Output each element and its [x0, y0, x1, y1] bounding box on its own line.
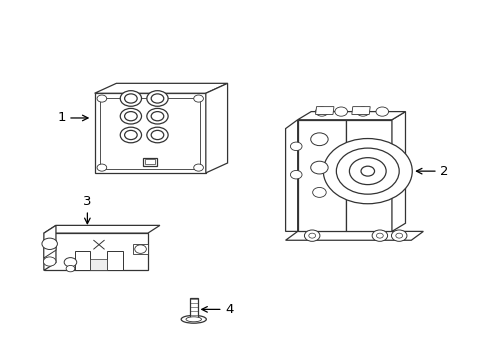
Circle shape: [334, 107, 347, 116]
Polygon shape: [346, 120, 391, 231]
Circle shape: [193, 95, 203, 102]
Text: 4: 4: [224, 303, 233, 316]
Ellipse shape: [185, 317, 201, 322]
Circle shape: [371, 230, 387, 241]
Circle shape: [124, 130, 137, 140]
Circle shape: [356, 107, 368, 116]
Circle shape: [336, 148, 398, 194]
Circle shape: [151, 130, 163, 140]
Circle shape: [310, 133, 327, 145]
Circle shape: [308, 233, 315, 238]
Circle shape: [120, 108, 141, 124]
Polygon shape: [133, 244, 147, 255]
Polygon shape: [285, 120, 297, 231]
Polygon shape: [95, 93, 205, 173]
Circle shape: [97, 95, 106, 102]
Polygon shape: [44, 233, 147, 270]
Circle shape: [43, 257, 56, 266]
Circle shape: [349, 158, 386, 185]
Polygon shape: [351, 107, 369, 114]
Circle shape: [120, 91, 141, 106]
Text: 3: 3: [83, 195, 91, 208]
Circle shape: [360, 166, 374, 176]
Circle shape: [395, 233, 402, 238]
Circle shape: [290, 170, 302, 179]
Polygon shape: [315, 107, 333, 114]
Polygon shape: [297, 120, 346, 231]
Circle shape: [312, 188, 325, 197]
Circle shape: [375, 107, 388, 116]
Polygon shape: [106, 251, 122, 270]
Polygon shape: [143, 158, 157, 166]
Polygon shape: [205, 83, 227, 173]
Text: 1: 1: [57, 112, 65, 125]
Circle shape: [151, 112, 163, 121]
Circle shape: [66, 265, 75, 272]
Circle shape: [146, 108, 168, 124]
Polygon shape: [100, 98, 200, 168]
Polygon shape: [90, 259, 106, 270]
Circle shape: [124, 112, 137, 121]
Text: 2: 2: [439, 165, 448, 177]
Circle shape: [290, 142, 302, 150]
Circle shape: [64, 258, 77, 267]
Circle shape: [304, 230, 319, 241]
Circle shape: [124, 94, 137, 103]
Circle shape: [146, 127, 168, 143]
Circle shape: [323, 139, 411, 204]
Polygon shape: [44, 225, 160, 233]
Circle shape: [193, 164, 203, 171]
Polygon shape: [285, 231, 423, 240]
Polygon shape: [44, 240, 56, 258]
Circle shape: [97, 164, 106, 171]
Circle shape: [391, 230, 406, 241]
Circle shape: [120, 127, 141, 143]
Circle shape: [151, 94, 163, 103]
Circle shape: [310, 161, 327, 174]
Polygon shape: [44, 225, 56, 270]
Polygon shape: [391, 112, 405, 231]
Polygon shape: [145, 159, 155, 165]
Circle shape: [42, 238, 57, 249]
Circle shape: [376, 233, 383, 238]
Polygon shape: [297, 112, 405, 120]
Circle shape: [315, 107, 327, 116]
Circle shape: [146, 91, 168, 106]
Polygon shape: [75, 251, 90, 270]
Polygon shape: [189, 298, 197, 318]
Ellipse shape: [181, 315, 206, 323]
Circle shape: [135, 245, 146, 253]
Polygon shape: [95, 83, 227, 93]
